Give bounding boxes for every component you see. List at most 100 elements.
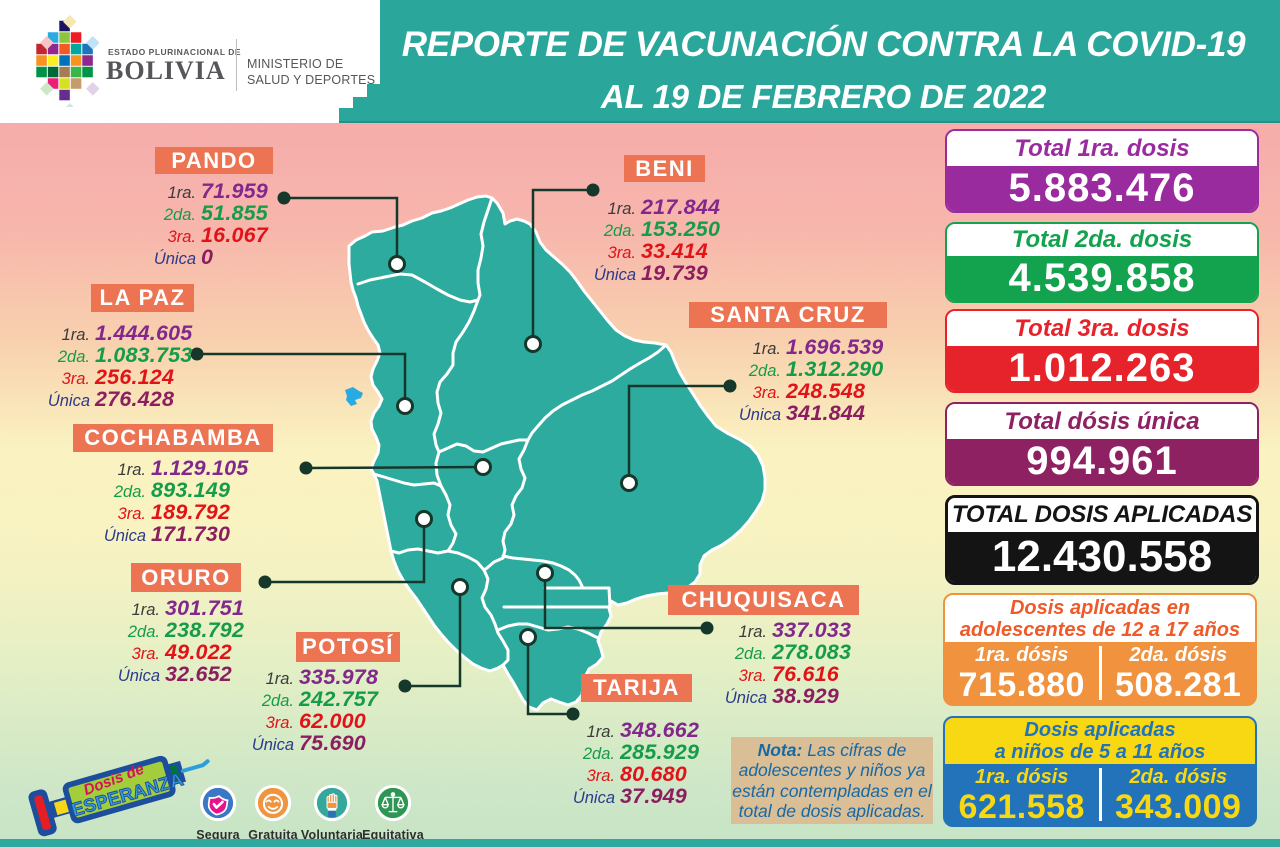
connector-line-cochabamba xyxy=(305,465,484,470)
dose-row-du: Única 19.739 xyxy=(526,262,720,284)
dose-value: 301.751 xyxy=(165,596,245,620)
age-card-col-label: 2da. dósis xyxy=(1129,644,1228,666)
dose-row-d1: 1ra. 301.751 xyxy=(50,597,244,619)
dose-label: 2da. xyxy=(163,206,196,224)
principle-label: Segura xyxy=(196,828,240,842)
map-internal-border xyxy=(446,549,510,667)
dose-label: 1ra. xyxy=(752,340,781,358)
logo-mosaic-diamond xyxy=(86,82,99,96)
dose-label: 1ra. xyxy=(131,601,160,619)
total-card-4: Total dósis única 994.961 xyxy=(945,402,1259,486)
dose-row-du: Única 75.690 xyxy=(184,732,378,754)
connector-dot-santa-cruz xyxy=(723,379,737,393)
lake-titicaca xyxy=(345,387,363,406)
dose-value: 51.855 xyxy=(201,201,268,225)
syringe-needle xyxy=(180,759,210,773)
dose-row-d2: 2da. 242.757 xyxy=(184,688,378,710)
dose-value: 341.844 xyxy=(786,401,866,425)
dose-label: 3ra. xyxy=(167,228,196,246)
syringe-plunger xyxy=(34,795,51,831)
logo-mosaic-cell xyxy=(70,32,82,43)
dose-value: 33.414 xyxy=(641,239,708,263)
dose-rows: 1ra. 1.444.605 2da. 1.083.753 3ra. 256.1… xyxy=(0,322,192,410)
dose-row-du: Única 37.949 xyxy=(505,785,699,807)
logo-mosaic-cell xyxy=(59,43,70,55)
principle-icon-svg xyxy=(374,784,412,822)
dose-value: 1.444.605 xyxy=(95,321,193,345)
dose-label: 2da. xyxy=(127,623,160,641)
dose-label: Única xyxy=(153,250,196,268)
logo-bolivia-text: BOLIVIA xyxy=(106,56,226,85)
shield-check-mark xyxy=(212,800,224,809)
dose-label: Única xyxy=(738,406,781,424)
dose-rows: 1ra. 1.129.105 2da. 893.149 3ra. 189.792… xyxy=(36,457,248,545)
logo-divider xyxy=(236,39,237,91)
hand-shape-group xyxy=(326,793,338,810)
dose-label: 1ra. xyxy=(586,723,615,741)
connector-line-tarija xyxy=(526,637,573,716)
dose-row-d2: 2da. 153.250 xyxy=(526,218,720,240)
total-card-2: Total 2da. dosis 4.539.858 xyxy=(945,222,1259,303)
principle-label: Voluntaria xyxy=(300,828,364,842)
logo-mosaic-diamond xyxy=(40,82,54,96)
dose-value: 242.757 xyxy=(299,687,379,711)
dose-value: 278.083 xyxy=(772,640,852,664)
dose-label: 2da. xyxy=(603,222,636,240)
map-internal-border xyxy=(526,343,668,442)
dose-row-d1: 1ra. 1.129.105 xyxy=(36,456,249,480)
dose-value: 238.792 xyxy=(165,618,245,642)
dept-name-box: POTOSÍ xyxy=(296,632,400,662)
report-title-line2: AL 19 DE FEBRERO DE 2022 xyxy=(600,78,1047,115)
dose-value: 189.792 xyxy=(151,500,231,524)
logo-mosaic-cell xyxy=(36,43,47,55)
dose-value: 217.844 xyxy=(641,195,721,219)
dept-name-box: COCHABAMBA xyxy=(73,424,273,452)
dose-rows: 1ra. 217.844 2da. 153.250 3ra. 33.414 Ún… xyxy=(526,196,720,284)
dose-value: 893.149 xyxy=(151,478,231,502)
age-card-col-label: 1ra. dósis xyxy=(975,644,1069,666)
logo-mosaic-cell xyxy=(59,20,70,32)
scales-right-pan xyxy=(397,797,405,809)
dept-name-box: LA PAZ xyxy=(91,284,194,312)
map-internal-border xyxy=(501,438,530,560)
logo-mosaic-cell xyxy=(59,89,70,101)
connector-dot-oruro xyxy=(258,575,272,589)
dose-rows: 1ra. 71.959 2da. 51.855 3ra. 16.067 Únic… xyxy=(86,180,268,268)
dose-value: 49.022 xyxy=(165,640,232,664)
dose-label: Única xyxy=(47,392,90,410)
age-card-title-line2: a niños de 5 a 11 años xyxy=(994,741,1206,763)
map-marker-tarija xyxy=(519,628,537,646)
age-card-col-1: 1ra. dósis 621.558 xyxy=(945,764,1099,825)
scales-icon xyxy=(381,792,405,813)
age-card-col-2: 2da. dósis 343.009 xyxy=(1102,764,1256,825)
map-internal-border xyxy=(437,438,530,454)
ministry-name: MINISTERIO DE SALUD Y DEPORTES xyxy=(247,56,375,88)
age-card-title-line1: Dosis aplicadas xyxy=(1024,719,1176,741)
dose-label: 1ra. xyxy=(607,200,636,218)
note-label: Nota: xyxy=(757,739,803,760)
total-card-title: TOTAL DOSIS APLICADAS xyxy=(948,498,1256,532)
scales-left-pan xyxy=(381,797,389,809)
map-internal-border xyxy=(501,554,584,588)
logo-estado-text: ESTADO PLURINACIONAL DE xyxy=(108,47,242,57)
age-card-col-label: 1ra. dósis xyxy=(975,765,1069,788)
dose-value: 38.929 xyxy=(772,684,839,708)
dose-row-d1: 1ra. 335.978 xyxy=(184,666,378,688)
dose-label: Única xyxy=(103,527,146,545)
dose-value: 1.129.105 xyxy=(151,456,249,480)
total-card-title: Total 2da. dosis xyxy=(947,224,1257,256)
logo-mosaic-cell xyxy=(70,78,82,89)
dose-value: 248.548 xyxy=(786,379,866,403)
dose-rows: 1ra. 348.662 2da. 285.929 3ra. 80.680 Ún… xyxy=(505,719,699,807)
dose-row-d2: 2da. 278.083 xyxy=(657,641,851,663)
age-card-title: Dosis aplicadas a niños de 5 a 11 años xyxy=(945,718,1255,764)
dose-row-d2: 2da. 893.149 xyxy=(36,479,248,501)
dose-row-d1: 1ra. 337.033 xyxy=(657,619,851,641)
map-internal-border xyxy=(389,547,450,555)
dose-value: 80.680 xyxy=(620,762,687,786)
map-marker-pando xyxy=(388,255,406,273)
report-title-line1: REPORTE DE VACUNACIÓN CONTRA LA COVID-19 xyxy=(401,25,1246,64)
logo-mosaic-cell xyxy=(82,43,93,55)
total-card-1: Total 1ra. dosis 5.883.476 xyxy=(945,129,1259,213)
dose-label: 3ra. xyxy=(61,370,90,388)
